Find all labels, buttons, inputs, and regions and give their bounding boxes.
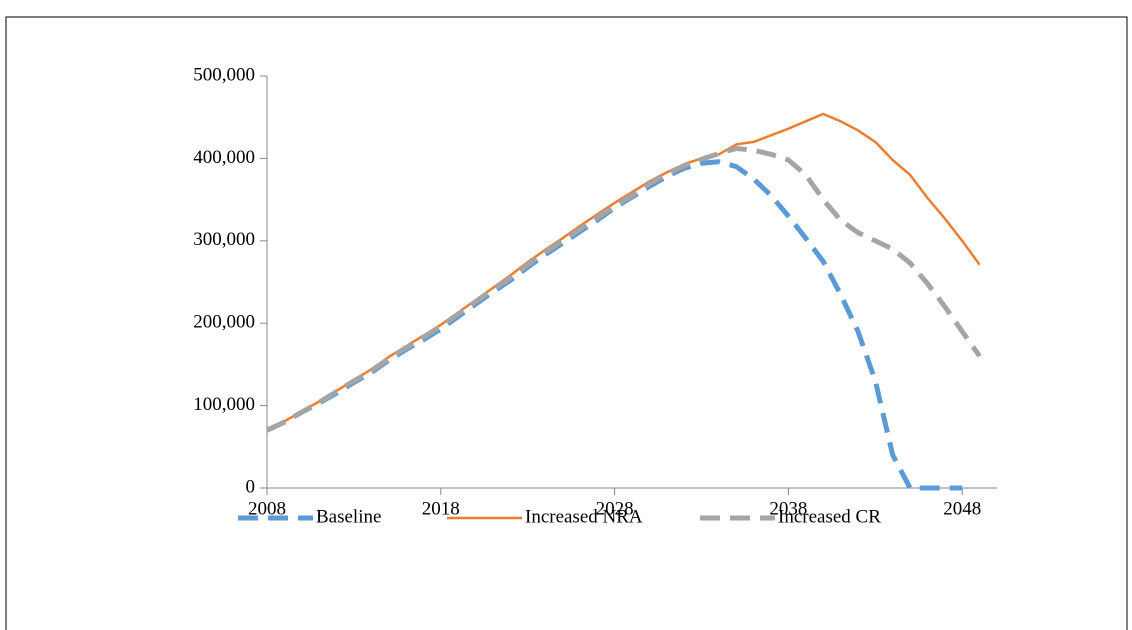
y-tick-label: 0 [246, 476, 256, 497]
series-line [265, 159, 963, 491]
series-line [266, 112, 981, 432]
series-line [265, 146, 982, 433]
chart-border [5, 16, 1128, 630]
x-tick-label: 2008 [248, 498, 286, 519]
legend-label: Increased NRA [525, 506, 643, 527]
legend-label: Baseline [316, 506, 381, 527]
y-tick-label: 300,000 [193, 229, 255, 250]
y-tick-label: 500,000 [193, 64, 255, 85]
y-tick-label: 200,000 [193, 312, 255, 333]
x-tick-label: 2038 [769, 498, 807, 519]
x-tick-label: 2028 [596, 498, 634, 519]
y-tick-label: 100,000 [193, 394, 255, 415]
x-tick-label: 2018 [422, 498, 460, 519]
legend-label: Increased CR [778, 506, 881, 527]
y-tick-label: 400,000 [193, 147, 255, 168]
x-tick-label: 2048 [943, 498, 981, 519]
